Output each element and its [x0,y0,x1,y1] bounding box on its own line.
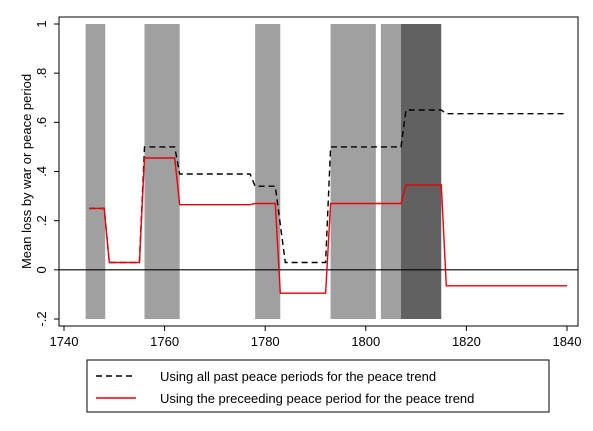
series-line-preceeding [89,157,567,294]
x-tick-label: 1760 [150,334,179,349]
y-axis-title: Mean loss by war or peace period [19,74,34,269]
y-tick-label: 0 [34,266,49,273]
war-band-2 [255,24,281,319]
y-tick-label: .4 [34,166,49,177]
y-tick-label: .6 [34,117,49,128]
y-tick-label: .2 [34,215,49,226]
x-tick-label: 1800 [351,334,380,349]
war-band-4 [380,24,402,319]
y-tick-label: -.2 [34,311,49,326]
x-tick-label: 1840 [553,334,582,349]
y-tick-label: 1 [34,20,49,27]
y-axis: -.2 0 .2 .4 .6 .8 1 [34,20,59,327]
x-tick-label: 1780 [251,334,280,349]
x-tick-label: 1820 [452,334,481,349]
legend: Using all past peace periods for the pea… [86,359,550,413]
x-tick-label: 1740 [50,334,79,349]
series-lines [89,109,567,294]
war-band-0 [85,24,106,319]
legend-box [86,359,550,413]
y-tick-label: .8 [34,68,49,79]
legend-label-dashed: Using all past peace periods for the pea… [160,369,436,384]
legend-label-solid: Using the preceeding peace period for th… [160,391,474,406]
war-band-1 [144,24,180,319]
war-band-5 [401,24,442,319]
war-band-3 [330,24,376,319]
x-axis: 1740 1760 1780 1800 1820 1840 [50,326,582,349]
